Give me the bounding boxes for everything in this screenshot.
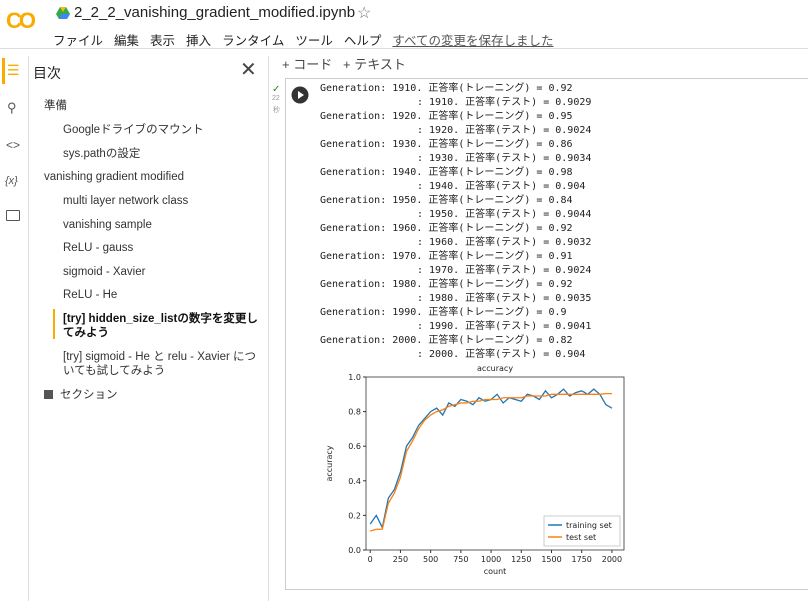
code-icon[interactable]: <> <box>6 138 21 152</box>
save-status: すべての変更を保存しました <box>392 34 554 48</box>
output-line: : 1970. 正答率(テスト) = 0.9024 <box>417 265 592 276</box>
output-line: Generation: 1990. 正答率(トレーニング) = 0.9 <box>320 307 567 318</box>
x-tick-label: 1500 <box>541 555 561 564</box>
series-line <box>370 392 612 532</box>
drive-icon <box>56 7 70 19</box>
x-tick-label: 250 <box>393 555 408 564</box>
output-line: : 1930. 正答率(テスト) = 0.9034 <box>417 153 592 164</box>
output-line: Generation: 1940. 正答率(トレーニング) = 0.98 <box>320 167 573 178</box>
x-tick-label: 500 <box>423 555 438 564</box>
output-line: Generation: 1950. 正答率(トレーニング) = 0.84 <box>320 195 573 206</box>
x-tick-label: 750 <box>453 555 468 564</box>
toc-item[interactable]: multi layer network class <box>63 195 189 207</box>
x-axis-label: count <box>484 567 507 576</box>
sidebar <box>28 56 269 601</box>
add-code-label: コード <box>293 57 333 72</box>
toc-heading: セクション <box>60 388 118 401</box>
menu-item: 表示 <box>150 34 176 48</box>
output-line: Generation: 1910. 正答率(トレーニング) = 0.92 <box>320 83 573 94</box>
output-line: : 1910. 正答率(テスト) = 0.9029 <box>417 97 592 108</box>
output-line: Generation: 1960. 正答率(トレーニング) = 0.92 <box>320 223 573 234</box>
output-line: Generation: 1930. 正答率(トレーニング) = 0.86 <box>320 139 573 150</box>
vars-icon[interactable]: {x} <box>5 175 18 187</box>
menu-item: 編集 <box>114 34 140 48</box>
chart: accuracy 0 250 500 750 1000 1250 1500 1750 2000 0.… <box>325 364 625 576</box>
y-tick-label: 0.8 <box>348 408 361 417</box>
menu-item: ヘルプ <box>343 34 382 48</box>
run-button[interactable] <box>291 86 309 104</box>
output-line: : 1940. 正答率(テスト) = 0.904 <box>417 181 586 192</box>
add-code[interactable]: + コード <box>282 57 333 72</box>
legend-label: test set <box>566 533 596 542</box>
toc-item[interactable]: [try] sigmoid - He と relu - Xavier についても… <box>63 350 256 377</box>
sidebar-title: 目次 <box>33 65 61 81</box>
exec-unit: 秒 <box>273 107 280 114</box>
output-line: Generation: 1980. 正答率(トレーニング) = 0.92 <box>320 279 573 290</box>
toc-item[interactable]: [try] hidden_size_listの数字を変更してみよう <box>63 312 258 339</box>
x-tick-label: 1250 <box>511 555 531 564</box>
chart-title: accuracy <box>477 364 513 373</box>
output-line: Generation: 1920. 正答率(トレーニング) = 0.95 <box>320 111 573 122</box>
star[interactable]: ☆ <box>357 5 372 22</box>
toc-heading: vanishing gradient modified <box>44 171 185 183</box>
exec-time: 22 <box>272 95 280 102</box>
legend-label: training set <box>566 521 612 530</box>
toc-item[interactable]: sigmoid - Xavier <box>63 265 146 278</box>
y-tick-label: 0.4 <box>348 477 361 486</box>
output-line: : 1960. 正答率(テスト) = 0.9032 <box>417 237 592 248</box>
output-line: Generation: 1970. 正答率(トレーニング) = 0.91 <box>320 251 573 262</box>
add-text[interactable]: + テキスト <box>343 57 406 72</box>
logo[interactable]: CO <box>6 8 36 33</box>
toc-item[interactable]: vanishing sample <box>63 218 152 231</box>
output-line: : 1980. 正答率(テスト) = 0.9035 <box>417 293 592 304</box>
output-line: Generation: 2000. 正答率(トレーニング) = 0.82 <box>320 335 573 346</box>
cell <box>285 78 808 590</box>
toc-heading: 準備 <box>44 100 67 112</box>
output-line: : 1990. 正答率(テスト) = 0.9041 <box>417 321 592 332</box>
add-text-label: テキスト <box>354 57 406 72</box>
y-tick-label: 0.6 <box>348 442 361 451</box>
toc-selected <box>53 308 55 339</box>
menu-item: ランタイム <box>222 34 285 48</box>
toc-item[interactable]: ReLU - gauss <box>63 242 134 254</box>
toc-item[interactable]: sys.pathの設定 <box>63 147 141 160</box>
notebook-title[interactable]: 2_2_2_vanishing_gradient_modified.ipynb <box>74 4 356 21</box>
x-tick-label: 1750 <box>572 555 592 564</box>
x-tick-label: 0 <box>368 555 373 564</box>
toc-item[interactable]: ReLU - He <box>63 289 118 301</box>
output-line: : 1920. 正答率(テスト) = 0.9024 <box>417 125 592 136</box>
menu-item: ファイル <box>53 34 104 48</box>
close[interactable]: ✕ <box>240 59 257 81</box>
menu-item: ツール <box>295 34 333 48</box>
active-tab <box>2 58 5 84</box>
plus-icon <box>44 389 53 399</box>
toc-icon[interactable]: ☰ <box>7 62 20 78</box>
divider <box>0 48 808 49</box>
legend-box <box>543 515 621 547</box>
check: ✓ <box>272 84 281 95</box>
menu-item: 挿入 <box>186 34 212 48</box>
output-line: : 1950. 正答率(テスト) = 0.9044 <box>417 209 592 220</box>
x-tick-label: 2000 <box>602 555 622 564</box>
y-tick-label: 0.2 <box>348 511 361 520</box>
menu-bar: ファイル 編集 表示 挿入 ランタイム ツール ヘルプ すべての変更を保存しました <box>53 30 565 50</box>
search-icon[interactable]: ⚲ <box>7 100 17 115</box>
y-tick-label: 1.0 <box>348 373 361 382</box>
x-tick-label: 1000 <box>481 555 501 564</box>
toc-item[interactable]: Googleドライブのマウント <box>63 124 204 136</box>
output-line: : 2000. 正答率(テスト) = 0.904 <box>417 349 586 360</box>
files-icon[interactable] <box>6 210 20 221</box>
y-tick-label: 0.0 <box>348 546 361 555</box>
y-axis-label: accuracy <box>325 445 334 481</box>
